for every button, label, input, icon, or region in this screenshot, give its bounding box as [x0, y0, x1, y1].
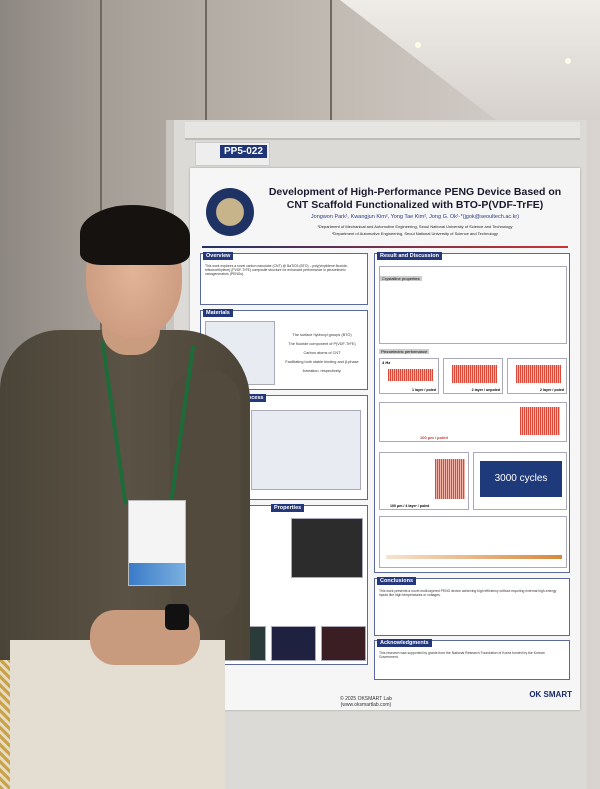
name-badge	[128, 500, 186, 586]
acknowledgments-section: Acknowledgments This research was suppor…	[374, 639, 570, 680]
affiliation: ²Department of Automotive Engineering, S…	[332, 231, 498, 236]
board-number-card: PP5-022	[195, 142, 270, 166]
ok-smart-lab-logo: OK SMART	[529, 690, 572, 699]
wall-panel-seam	[205, 0, 207, 120]
voltage-plot: 4 Hz 1 layer / poled	[379, 358, 439, 394]
voltage-plot: 2 layer / poled	[507, 358, 567, 394]
poster-footer: © 2025 OKSMART Lab (www.oksmartlab.com)	[340, 696, 392, 708]
sem-image	[291, 518, 363, 578]
conclusions-section: Conclusions This work presents a novel m…	[374, 577, 570, 636]
sem-image	[321, 626, 366, 661]
ceiling-light	[565, 58, 571, 64]
wall-panel-seam	[330, 0, 332, 120]
board-frame	[185, 122, 580, 140]
crystalline-plot: Crystalline properties	[379, 266, 567, 344]
properties-heading: Properties	[271, 504, 305, 512]
poster: Development of High-Performance PENG Dev…	[190, 168, 580, 710]
poster-authors: Jongwon Park¹, Kwangjun Kim², Yong Tae K…	[310, 214, 520, 220]
university-seal-logo	[206, 188, 254, 236]
growth-plot: 100 μm / poled	[379, 402, 567, 442]
hair	[80, 205, 190, 265]
board-number: PP5-022	[220, 145, 267, 158]
process-diagram	[251, 410, 361, 490]
results-section: Result and Discussion Crystalline proper…	[374, 252, 570, 573]
frequency-label: 4 Hz	[382, 360, 391, 365]
piezo-heading: Piezoelectric performance	[379, 349, 430, 354]
sem-image	[271, 626, 316, 661]
poster-title: Development of High-Performance PENG Dev…	[268, 186, 562, 211]
performance-comparison-chart	[379, 516, 567, 568]
affiliation: ¹Department of Mechanical and Automotive…	[317, 224, 513, 229]
voltage-plot: 2 layer / unpoled	[443, 358, 503, 394]
frequency-plot: 100 μm / 4 layer / poled	[379, 452, 469, 510]
ceiling-light	[415, 42, 421, 48]
stability-plot: 3000 cycles	[473, 452, 567, 510]
smartwatch	[165, 604, 189, 630]
title-rule	[202, 246, 568, 248]
overview-section: Overview This work explores a novel carb…	[200, 252, 368, 305]
